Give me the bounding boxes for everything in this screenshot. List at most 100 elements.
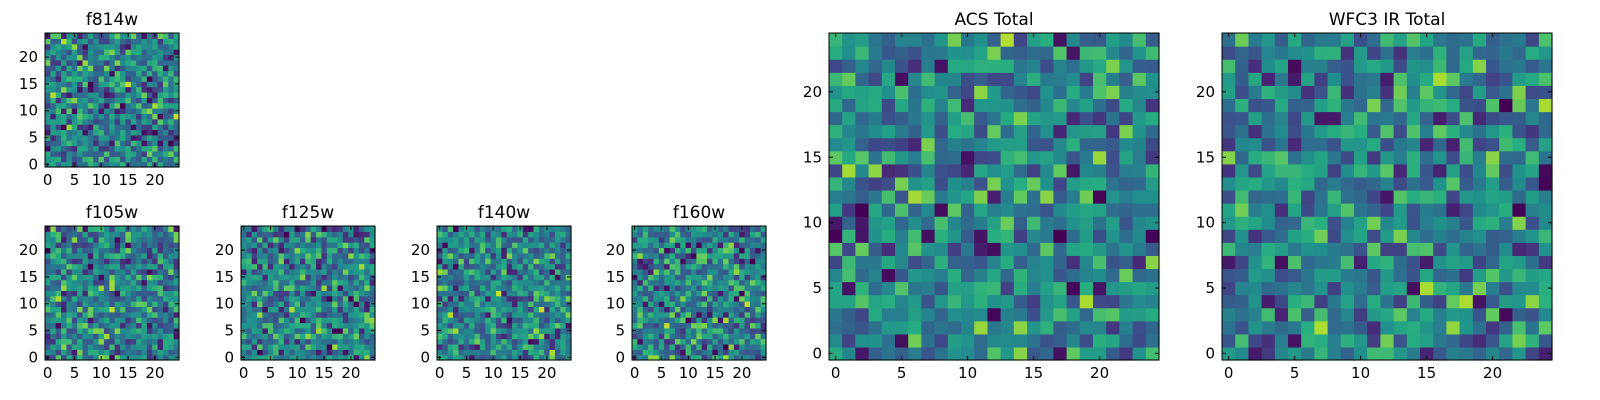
heatmap-cell (560, 290, 567, 297)
heatmap-cell (125, 268, 132, 275)
heatmap-cell (120, 231, 126, 238)
heatmap-cell (560, 311, 567, 318)
heatmap-cell (1367, 111, 1381, 126)
heatmap-cell (1274, 46, 1289, 60)
heatmap-cell (528, 263, 535, 270)
heatmap-cell (55, 75, 62, 82)
heatmap-cell (696, 306, 703, 313)
heatmap-cell (1301, 242, 1315, 256)
heatmap-cell (712, 279, 719, 286)
heatmap-cell (685, 236, 692, 243)
heatmap-cell (1274, 72, 1289, 86)
heatmap-cell (1393, 320, 1408, 335)
heatmap-cell (369, 279, 376, 286)
heatmap-cell (257, 327, 264, 334)
heatmap-cell (1380, 46, 1395, 60)
heatmap-cell (739, 306, 746, 313)
heatmap-cell (273, 247, 280, 254)
heatmap-cell (283, 338, 290, 345)
heatmap-cell (749, 333, 756, 340)
heatmap-cell (109, 284, 116, 291)
heatmap-cell (1132, 150, 1147, 165)
heatmap-cell (353, 327, 360, 334)
heatmap-cell (453, 354, 460, 361)
heatmap-cell (648, 242, 655, 249)
heatmap-cell (755, 284, 762, 291)
heatmap-cell (701, 317, 708, 324)
heatmap-cell (1106, 268, 1120, 283)
heatmap-cell (141, 91, 148, 98)
heatmap-cell (310, 263, 317, 270)
heatmap-cell (1406, 46, 1421, 60)
heatmap-cell (1538, 294, 1553, 309)
heatmap-cell (829, 294, 843, 309)
heatmap-cell (987, 85, 1002, 99)
heatmap-cell (283, 242, 290, 249)
heatmap-cell (125, 284, 132, 291)
heatmap-cell (353, 263, 360, 270)
heatmap-cell (103, 236, 110, 243)
heatmap-cell (114, 118, 121, 125)
heatmap-cell (669, 349, 676, 356)
heatmap-cell (512, 311, 518, 318)
heatmap-cell (125, 59, 132, 66)
heatmap-cell (87, 263, 94, 270)
heatmap-cell (447, 349, 454, 356)
heatmap-cell (251, 258, 258, 265)
heatmap-cell (512, 338, 518, 345)
heatmap-cell (87, 252, 94, 259)
heatmap-cell (130, 349, 137, 356)
heatmap-cell (55, 306, 62, 313)
heatmap-cell (66, 226, 73, 232)
heatmap-cell (565, 349, 572, 356)
heatmap-cell (162, 54, 169, 61)
heatmap-cell (1446, 85, 1461, 99)
heatmap-cell (103, 124, 110, 131)
heatmap-cell (305, 327, 312, 334)
heatmap-cell (273, 252, 280, 259)
heatmap-cell (707, 354, 713, 361)
heatmap-cell (1512, 294, 1527, 309)
x-tick-label: 20 (341, 364, 360, 382)
heatmap-cell (755, 333, 762, 340)
heatmap-cell (648, 295, 655, 302)
heatmap-cell (1420, 137, 1434, 152)
heatmap-cell (1525, 216, 1540, 230)
heatmap-cell (241, 279, 247, 286)
heatmap-cell (50, 150, 57, 157)
heatmap-cell (674, 242, 681, 249)
heatmap-cell (1525, 294, 1540, 309)
heatmap-cell (162, 231, 169, 238)
heatmap-cell (103, 81, 110, 88)
heatmap-cell (921, 72, 936, 86)
heatmap-cell (512, 236, 518, 243)
heatmap-cell (262, 306, 269, 313)
heatmap-cell (120, 97, 126, 104)
heatmap-cell (87, 102, 94, 109)
heatmap-cell (294, 258, 301, 265)
heatmap-cell (130, 279, 137, 286)
heatmap-cell (141, 108, 148, 114)
heatmap-cell (1288, 307, 1302, 322)
heatmap-cell (152, 59, 159, 66)
heatmap-cell (82, 274, 89, 281)
heatmap-cell (162, 242, 169, 249)
heatmap-cell (868, 46, 883, 60)
heatmap-cell (855, 294, 870, 309)
heatmap-cell (733, 327, 740, 334)
heatmap-cell (369, 268, 376, 275)
heatmap-cell (369, 295, 376, 302)
heatmap-cell (246, 301, 253, 307)
heatmap-cell (728, 354, 735, 361)
heatmap-cell (98, 38, 105, 45)
heatmap-cell (442, 284, 449, 291)
heatmap-cell (987, 46, 1002, 60)
heatmap-cell (637, 301, 644, 307)
heatmap-cell (881, 281, 896, 296)
heatmap-cell (961, 216, 975, 230)
heatmap-cell (506, 290, 513, 297)
heatmap-cell (881, 85, 896, 99)
heatmap-cell (908, 333, 922, 348)
heatmap-cell (87, 134, 94, 141)
heatmap-cell (45, 97, 51, 104)
